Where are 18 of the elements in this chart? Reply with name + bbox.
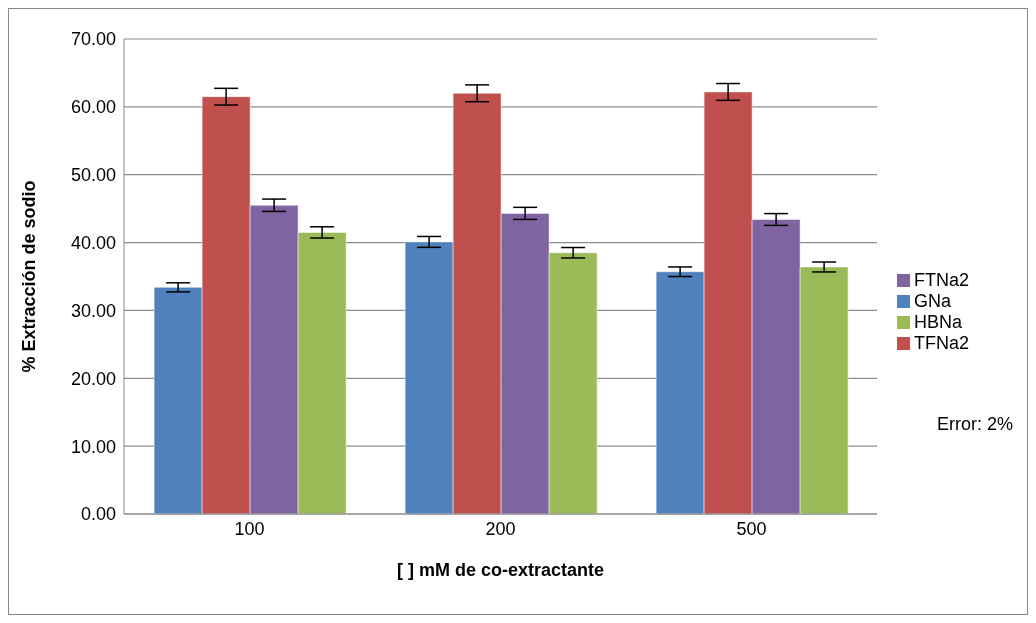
x-axis-title: [ ] mM de co-extractante <box>396 560 605 580</box>
x-tick-label: 500 <box>736 518 767 539</box>
y-tick-label: 0.00 <box>80 504 116 525</box>
y-tick-label: 70.00 <box>70 29 116 50</box>
legend-label: FTNa2 <box>914 269 970 290</box>
x-tick-label: 100 <box>234 518 265 539</box>
y-tick-label: 30.00 <box>70 300 116 321</box>
y-tick-label: 50.00 <box>70 165 116 186</box>
legend-label: TFNa2 <box>914 332 970 353</box>
y-tick-label: 10.00 <box>70 436 116 457</box>
legend-label: GNa <box>914 290 952 311</box>
y-tick-label: 20.00 <box>70 368 116 389</box>
y-axis-title: % Extracción de sodio <box>19 180 40 373</box>
y-tick-label: 40.00 <box>70 232 116 253</box>
x-tick-label: 200 <box>485 518 516 539</box>
y-tick-label: 60.00 <box>70 97 116 118</box>
text: Error: 2% <box>937 414 1014 435</box>
legend-label: HBNa <box>914 311 963 332</box>
